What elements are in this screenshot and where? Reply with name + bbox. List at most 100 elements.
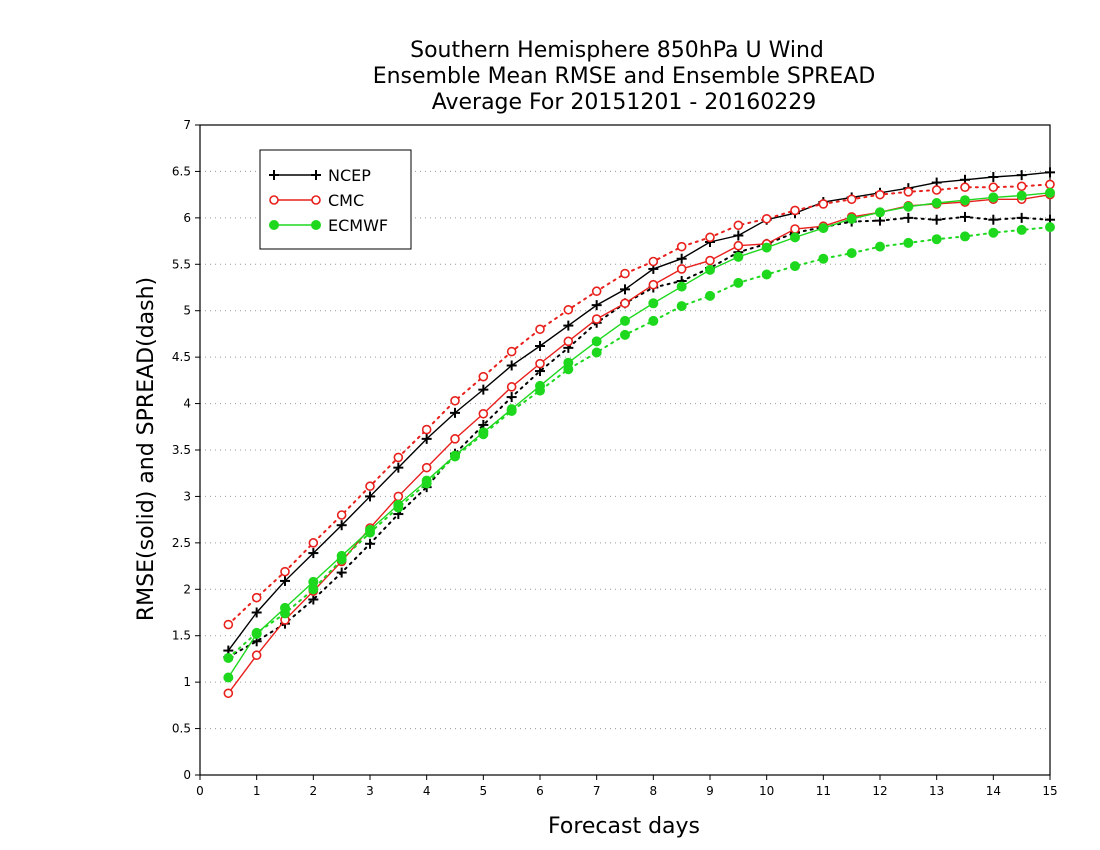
ncep-rmse-point [478,384,489,395]
cmc-spread-point [308,538,319,548]
ecmwf-rmse-point [790,232,800,243]
ecmwf-rmse-point [875,207,885,218]
ncep-rmse-point [251,607,262,618]
cmc-spread-point [648,256,659,267]
ecmwf-spread-point [733,277,744,288]
legend-item-ncep: NCEP [269,166,371,185]
ecmwf-rmse-point [1016,190,1027,201]
legend-marker [311,170,321,180]
ncep-rmse-point [1016,170,1027,181]
cmc-rmse-point [591,314,602,324]
cmc-spread-point [903,187,914,197]
ecmwf-rmse-point [960,195,970,206]
ncep-spread-line [227,215,1051,659]
x-tick-label: 9 [706,784,714,798]
cmc-spread-point [563,304,574,315]
ncep-rmse-point [308,548,319,559]
cmc-spread-point [705,232,715,243]
series-cmc [223,179,1055,699]
ecmwf-spread-point [676,301,687,312]
cmc-spread-point [506,346,517,357]
ecmwf-rmse-point [988,192,999,203]
cmc-spread-point [223,619,234,630]
ecmwf-spread-point [648,315,659,326]
ncep-rmse-point [450,407,460,418]
x-axis-title: Forecast days [548,814,700,839]
cmc-spread-point [450,395,460,406]
ecmwf-spread-point [761,269,772,280]
cmc-rmse-point [421,462,432,473]
ecmwf-rmse-point [506,404,517,415]
legend-label: ECMWF [328,216,388,235]
ecmwf-rmse-point [223,672,234,683]
y-axis-title: RMSE(solid) and SPREAD(dash) [134,277,159,621]
ncep-spread-point [931,214,942,225]
legend-marker [311,195,321,205]
ecmwf-spread-point [620,329,630,340]
cmc-spread-point [591,286,602,297]
cmc-spread-point [960,182,970,193]
ecmwf-spread-point [223,653,234,663]
ecmwf-rmse-point [705,264,715,275]
ecmwf-rmse-point [818,223,829,234]
ecmwf-spread-point [960,231,970,242]
ncep-spread-point [506,392,517,403]
legend-label: CMC [328,191,364,210]
x-tick-label: 2 [310,784,318,798]
ncep-rmse-point [620,284,630,295]
x-tick-label: 7 [593,784,601,798]
legend: NCEP CMC ECMWF [259,149,412,250]
cmc-spread-point [365,481,375,492]
legend-marker [311,220,321,230]
cmc-spread-point [535,324,545,335]
cmc-spread-point [251,592,262,603]
ecmwf-rmse-point [1045,187,1055,198]
ecmwf-rmse-point [535,380,545,391]
y-tick-label: 2 [183,582,191,596]
y-tick-label: 3.5 [172,443,191,457]
legend-marker [269,170,279,180]
cmc-spread-point [336,510,347,520]
ecmwf-rmse-point [336,550,347,561]
chart-title-line-2: Ensemble Mean RMSE and Ensemble SPREAD [373,64,876,89]
x-tick-label: 5 [480,784,488,798]
cmc-rmse-point [223,688,234,699]
ncep-spread-point [336,567,347,578]
ncep-rmse-point [336,520,347,531]
cmc-rmse-point [676,264,687,274]
ncep-rmse-point [988,172,999,182]
ecmwf-rmse-point [280,602,290,613]
ncep-rmse-point [421,433,432,444]
cmc-rmse-point [450,434,460,444]
ecmwf-rmse-line [227,192,1051,678]
ecmwf-rmse-point [251,628,262,639]
chart-title-line-1: Southern Hemisphere 850hPa U Wind [410,38,824,63]
ncep-spread-point [308,594,319,605]
cmc-spread-point [421,424,432,435]
cmc-spread-point [761,213,772,224]
cmc-spread-line [227,183,1051,626]
ncep-rmse-point [506,360,517,371]
x-tick-label: 3 [366,784,374,798]
cmc-spread-point [1045,179,1055,190]
x-tick-label: 13 [929,784,944,798]
cmc-rmse-point [506,382,517,392]
series-layer [223,167,1055,699]
ecmwf-spread-point [818,253,829,264]
ecmwf-rmse-point [308,576,319,587]
ecmwf-rmse-point [676,281,687,292]
cmc-spread-point [733,220,744,231]
cmc-spread-point [818,199,829,209]
cmc-rmse-point [393,491,404,502]
y-tick-label: 1.5 [172,629,191,643]
x-tick-label: 8 [650,784,658,798]
x-tick-label: 14 [986,784,1001,798]
ecmwf-spread-point [591,347,602,358]
x-tick-label: 1 [253,784,261,798]
ecmwf-rmse-point [846,213,857,224]
cmc-spread-point [931,185,942,195]
ecmwf-rmse-point [931,198,942,208]
ecmwf-rmse-point [563,357,574,368]
ecmwf-spread-point [988,227,999,238]
ncep-rmse-point [591,300,602,311]
